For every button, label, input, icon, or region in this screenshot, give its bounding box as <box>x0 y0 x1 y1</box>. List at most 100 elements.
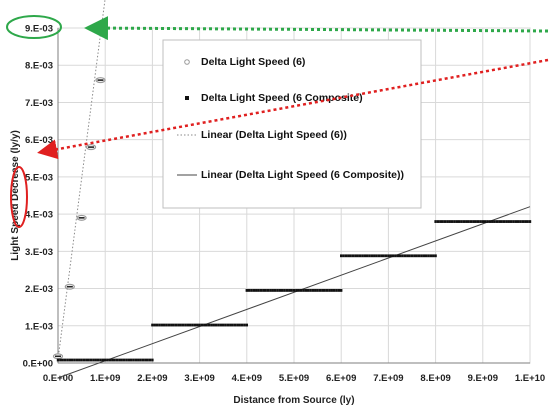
point-delta-light-speed-6-composite <box>276 289 279 292</box>
point-delta-light-speed-6-composite <box>507 220 510 223</box>
axes <box>57 28 530 364</box>
point-delta-light-speed-6-composite <box>429 254 433 258</box>
legend-filled-square-icon <box>185 96 189 100</box>
legend-label: Linear (Delta Light Speed (6 Composite)) <box>201 169 404 181</box>
point-delta-light-speed-6-composite <box>111 358 114 362</box>
point-delta-light-speed-6-composite <box>115 358 119 362</box>
point-delta-light-speed-6-composite <box>104 358 107 362</box>
point-delta-light-speed-6-composite <box>144 358 147 362</box>
point-delta-light-speed-6-composite <box>474 220 477 223</box>
point-delta-light-speed-6-composite <box>236 323 239 327</box>
point-delta-light-speed-6-composite <box>167 323 171 327</box>
point-delta-light-speed-6-composite <box>316 289 319 292</box>
legend-label: Delta Light Speed (6) <box>201 56 305 68</box>
point-delta-light-speed-6-composite <box>240 323 244 327</box>
point-delta-light-speed-6-composite <box>217 323 220 327</box>
point-delta-light-speed-6-composite <box>231 323 234 327</box>
point-delta-light-speed-6-composite <box>493 220 496 223</box>
point-delta-light-speed-6-composite <box>417 254 421 258</box>
point-delta-light-speed-6-composite <box>266 289 270 292</box>
point-delta-light-speed-6-composite <box>399 254 402 258</box>
point-delta-light-speed-6-composite <box>63 358 67 362</box>
point-delta-light-speed-6-composite <box>179 323 182 327</box>
point-delta-light-speed-6-composite <box>264 289 267 292</box>
point-delta-light-speed-6-composite <box>165 323 168 327</box>
point-delta-light-speed-6-composite <box>365 254 369 258</box>
point-delta-light-speed-6-composite <box>160 323 164 327</box>
point-delta-light-speed-6-composite <box>132 358 135 362</box>
point-delta-light-speed-6-composite <box>257 289 260 292</box>
point-delta-light-speed-6-composite <box>517 220 520 223</box>
point-delta-light-speed-6-composite <box>524 220 527 223</box>
point-delta-light-speed-6-composite <box>247 289 251 292</box>
point-delta-light-speed-6-composite <box>250 289 253 292</box>
x-tick-label: 7.E+09 <box>373 373 403 384</box>
y-axis-title-part-2: Decrease <box>10 156 21 201</box>
point-delta-light-speed-6-composite <box>460 220 463 223</box>
point-delta-light-speed-6-composite <box>413 254 416 258</box>
point-delta-light-speed-6-composite <box>214 323 218 327</box>
legend-item: Linear (Delta Light Speed (6 Composite)) <box>177 169 404 181</box>
point-delta-light-speed-6-composite <box>99 358 102 362</box>
y-tick-label: 3.E-03 <box>25 247 53 258</box>
point-delta-light-speed-6-composite <box>512 220 515 223</box>
point-delta-light-speed-6-composite <box>151 323 154 327</box>
green-highlight-ellipse <box>6 15 62 39</box>
x-tick-label: 2.E+09 <box>137 373 167 384</box>
point-delta-light-speed-6-composite <box>292 289 296 292</box>
point-delta-light-speed-6-composite <box>488 220 492 223</box>
point-delta-light-speed-6-composite <box>498 220 501 223</box>
point-delta-light-speed-6-composite <box>340 289 343 292</box>
point-delta-light-speed-6-composite <box>408 254 411 258</box>
point-delta-light-speed-6-composite <box>335 289 338 292</box>
point-delta-light-speed-6-composite <box>380 254 383 258</box>
point-delta-light-speed-6-composite <box>290 289 293 292</box>
point-delta-light-speed-6-composite <box>373 254 376 258</box>
point-delta-light-speed-6-composite <box>101 358 105 362</box>
point-delta-light-speed-6-composite <box>328 289 331 292</box>
plot-area: 0.E+00 1.E-03 2.E-03 3.E-03 4.E-03 5.E-03 6.E-… <box>23 0 545 384</box>
y-tick-label: 5.E-03 <box>25 172 53 183</box>
point-delta-light-speed-6-composite <box>252 289 256 292</box>
x-tick-label: 9.E+09 <box>468 373 498 384</box>
point-delta-light-speed-6-composite <box>278 289 282 292</box>
red-highlight-ellipse <box>10 166 28 228</box>
point-delta-light-speed-6-composite <box>347 254 350 258</box>
x-tick-label: 1.E+10 <box>515 373 545 384</box>
point-delta-light-speed-6-composite <box>184 323 187 327</box>
point-delta-light-speed-6-composite <box>181 323 185 327</box>
point-delta-light-speed-6-composite <box>295 289 298 292</box>
trendline-solid <box>57 206 531 379</box>
point-delta-light-speed-6-composite <box>436 220 440 223</box>
point-delta-light-speed-6-composite <box>113 358 116 362</box>
point-delta-light-speed-6-composite <box>129 358 133 362</box>
y-tick-label: 4.E-03 <box>25 210 53 221</box>
point-delta-light-speed-6-composite <box>446 220 449 223</box>
point-delta-light-speed-6-composite <box>505 220 508 223</box>
point-delta-light-speed-6-composite <box>495 220 499 223</box>
red-annotation-arrow <box>37 58 549 160</box>
point-delta-light-speed-6-composite <box>78 358 81 362</box>
point-delta-light-speed-6-composite <box>87 358 90 362</box>
point-delta-light-speed-6-composite <box>363 254 366 258</box>
point-delta-light-speed-6-composite <box>75 358 79 362</box>
legend-item: Delta Light Speed (6 Composite) <box>185 92 363 104</box>
point-delta-light-speed-6-composite <box>337 289 341 292</box>
point-delta-light-speed-6-composite <box>271 289 274 292</box>
point-delta-light-speed-6-composite <box>151 358 154 362</box>
point-delta-light-speed-6-composite <box>330 289 333 292</box>
point-delta-light-speed-6-composite <box>285 289 289 292</box>
point-delta-light-speed-6-composite <box>521 220 525 223</box>
point-delta-light-speed-6-composite <box>245 289 248 292</box>
point-delta-light-speed-6-composite <box>273 289 277 292</box>
x-axis-title: Distance from Source (ly) <box>233 395 354 406</box>
y-axis-title-part-3: (ly/y) <box>10 130 21 156</box>
point-delta-light-speed-6-composite <box>306 289 310 292</box>
point-delta-light-speed-6-composite <box>358 254 362 258</box>
point-delta-light-speed-6-composite <box>406 254 409 258</box>
point-delta-light-speed-6-composite <box>424 254 428 258</box>
point-delta-light-speed-6-composite <box>219 323 223 327</box>
point-delta-light-speed-6-composite <box>375 254 378 258</box>
point-delta-light-speed-6-composite <box>486 220 489 223</box>
point-delta-light-speed-6-composite <box>229 323 232 327</box>
